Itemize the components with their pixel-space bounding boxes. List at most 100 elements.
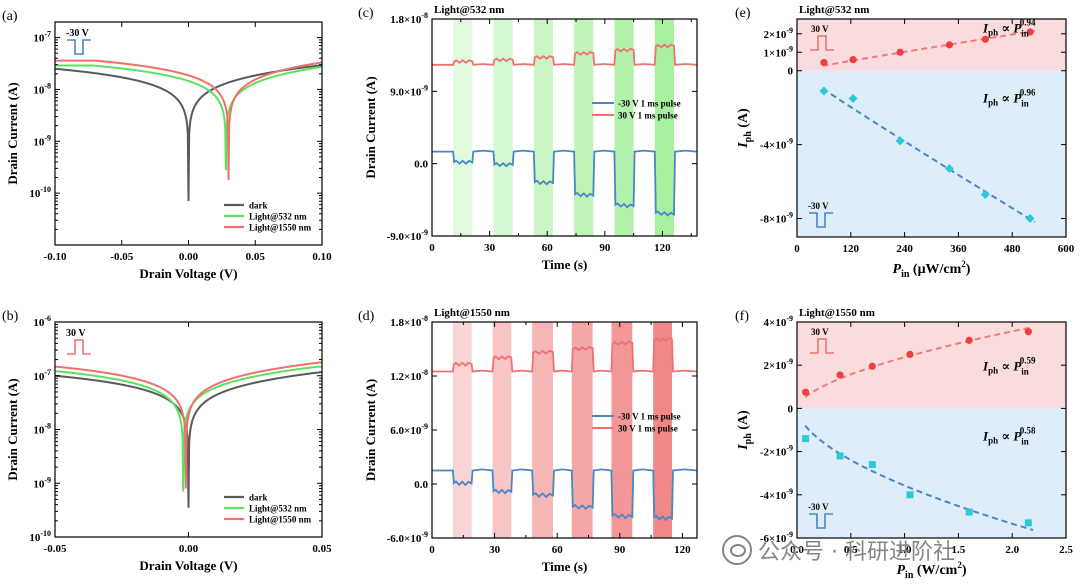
panel-d: 0 30 60 90 120-6.0×10-90.06.0×10-91.2×10-81.…: [358, 307, 698, 574]
illumination-window: [654, 19, 674, 236]
data-point: [820, 58, 828, 67]
x-label-subscript: in: [901, 269, 910, 280]
y-tick-label: -9.0×10-9: [387, 228, 428, 243]
formula-power-subscript: in: [1021, 366, 1029, 376]
tick-label-base: 10: [29, 188, 41, 200]
legend-entry: -30 V 1 ms pulse: [618, 99, 681, 109]
data-point: [849, 56, 857, 64]
tick-label-exponent: -9: [44, 475, 51, 484]
legend-entry: 30 V 1 ms pulse: [618, 111, 678, 121]
y-tick-label: 1.8×10-8: [390, 314, 428, 329]
x-label-unit: (W/cm: [913, 563, 957, 578]
x-axis-label: Pin (W/cm2): [896, 560, 966, 581]
y-tick-label: 10-9: [33, 133, 51, 148]
legend-entry: dark: [249, 493, 268, 503]
tick-label-base: -8×10: [760, 214, 787, 226]
tick-label-base: 0.0: [414, 479, 428, 491]
tick-label-exponent: -9: [786, 530, 793, 539]
y-label-symbol: I: [736, 142, 751, 149]
tick-label-base: 10: [33, 478, 45, 490]
data-point: [1025, 214, 1035, 224]
x-tick-label: 0.00: [179, 543, 199, 555]
x-tick-label: 0: [429, 242, 435, 254]
y-tick-label: 2×10-9: [764, 357, 793, 372]
x-tick-label: 0.05: [246, 251, 266, 263]
tick-label-exponent: -9: [421, 530, 428, 539]
y-tick-label: 10-7: [33, 368, 51, 383]
positive-pulse-icon: [810, 35, 834, 51]
panel-title: Light@1550 nm: [434, 307, 510, 319]
tick-label-base: 9.0×10: [390, 86, 422, 98]
tick-label-base: -6×10: [760, 533, 787, 545]
y-tick-label: -6.0×10-9: [387, 530, 428, 545]
formula-exponent: 0.94: [1020, 18, 1036, 28]
x-tick-label: -0.05: [110, 251, 133, 263]
tick-label-exponent: -8: [421, 368, 428, 377]
watermark-text: 公众号 · 科研进阶社: [758, 540, 955, 565]
negative-region: [797, 70, 1066, 237]
x-tick-label: 120: [843, 243, 860, 255]
tick-label-base: 4×10: [764, 317, 787, 329]
tick-label-exponent: -9: [421, 422, 428, 431]
x-axis-label: Drain Voltage (V): [139, 558, 237, 573]
tick-label-base: 0.0: [414, 159, 428, 171]
data-point: [802, 388, 810, 396]
illumination-window: [614, 19, 634, 236]
y-tick-label: 0: [788, 403, 794, 415]
legend-entry: dark: [249, 201, 268, 211]
pulse-inset-label: 30 V: [66, 328, 86, 339]
tick-label-base: 10: [33, 136, 45, 148]
tick-label-exponent: -9: [786, 137, 793, 146]
trace-negative-pulse: [432, 468, 698, 522]
y-axis-label: Iph (A): [736, 410, 754, 451]
x-tick-label: -0.05: [44, 543, 67, 555]
illumination-window: [653, 322, 672, 538]
positive-region: [797, 322, 1066, 409]
tick-label-base: 1.8×10: [390, 14, 422, 26]
panel-label: (e): [735, 6, 751, 21]
power-law-fit: [804, 425, 1034, 532]
x-tick-label: 90: [614, 544, 626, 556]
x-tick-label: 30: [484, 242, 496, 254]
x-label-end: ): [962, 563, 967, 578]
data-point: [896, 48, 904, 56]
tick-label-exponent: -9: [786, 44, 793, 53]
formula-proportional: ∝: [998, 428, 1013, 443]
y-tick-label: 4×10-9: [764, 314, 793, 329]
y-tick-label: -8×10-9: [760, 211, 793, 226]
negative-pulse-icon: [809, 513, 833, 529]
axes-frame: [431, 18, 698, 237]
positive-region: [797, 19, 1066, 71]
x-tick-label: 90: [599, 242, 611, 254]
data-point: [819, 86, 829, 96]
tick-label-exponent: -9: [786, 26, 793, 35]
formula-current-subscript: ph: [988, 98, 998, 108]
x-axis-label: Drain Voltage (V): [139, 266, 237, 281]
curve-light-532-nm: [55, 64, 322, 170]
positive-pulse-icon: [67, 339, 91, 355]
pulse-inset-label: 30 V: [811, 327, 829, 337]
y-tick-label: -4×10-9: [760, 487, 793, 502]
formula-current-subscript: ph: [988, 435, 998, 445]
data-point: [1024, 519, 1032, 527]
curve-dark: [55, 64, 322, 202]
formula-current-subscript: ph: [988, 28, 998, 38]
illumination-window: [533, 19, 553, 236]
x-axis-label: Time (s): [542, 559, 588, 574]
x-label-subscript: in: [905, 570, 914, 581]
tick-label-exponent: -9: [421, 83, 428, 92]
data-point: [895, 136, 905, 146]
axes-frame: [796, 321, 1067, 539]
trace-positive-pulse: [431, 43, 698, 66]
data-point: [965, 336, 973, 344]
illumination-window: [611, 322, 633, 538]
tick-label-base: 10: [33, 84, 45, 96]
tick-label-base: 1.8×10: [390, 317, 422, 329]
formula-current-subscript: ph: [988, 365, 998, 375]
illumination-window: [574, 19, 594, 236]
curve-light-1550-nm: [55, 361, 322, 489]
tick-label-base: 10: [33, 33, 45, 45]
y-tick-label: 1.2×10-8: [390, 368, 428, 383]
tick-label-base: -4×10: [760, 140, 787, 152]
curve-dark: [55, 371, 322, 508]
